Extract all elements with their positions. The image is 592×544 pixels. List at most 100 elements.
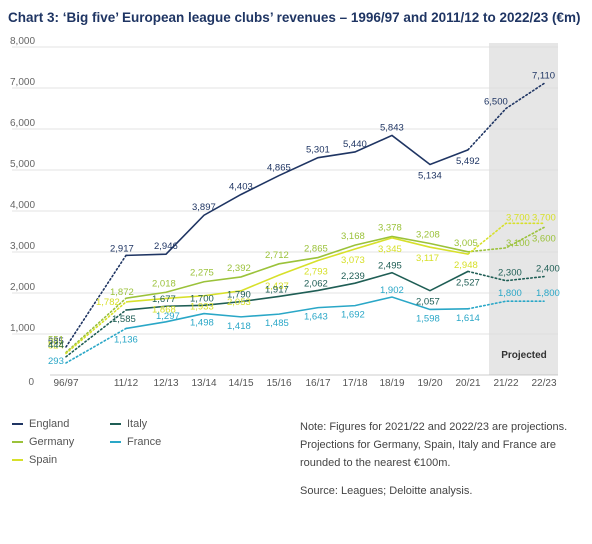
data-label-spain: 2,053 bbox=[227, 297, 251, 308]
y-tick-label: 7,000 bbox=[10, 77, 35, 88]
legend-label-spain: Spain bbox=[29, 454, 58, 466]
legend-swatch-spain bbox=[12, 459, 23, 461]
y-tick-label: 4,000 bbox=[10, 200, 35, 211]
data-label-england: 5,440 bbox=[343, 139, 367, 150]
data-label-germany: 2,865 bbox=[304, 244, 328, 255]
data-label-france: 1,614 bbox=[456, 313, 480, 324]
projected-band bbox=[489, 43, 558, 375]
data-label-spain: 3,117 bbox=[416, 253, 439, 264]
data-label-spain: 1,933 bbox=[190, 302, 214, 313]
x-tick-label: 17/18 bbox=[342, 378, 367, 389]
projected-label: Projected bbox=[501, 350, 547, 361]
data-label-spain: 3,700 bbox=[506, 212, 530, 223]
data-label-spain: 3,345 bbox=[378, 244, 402, 255]
line-chart: Projected 0 1,000 2,000 3,000 4,000 5,000 6,000… bbox=[10, 36, 560, 389]
data-label-germany: 2,392 bbox=[227, 263, 251, 274]
data-label-france: 1,902 bbox=[380, 285, 404, 296]
data-label-england: 6,500 bbox=[484, 97, 508, 108]
data-label-spain: 2,437 bbox=[265, 281, 289, 292]
series-line-england-gap bbox=[65, 254, 127, 348]
x-tick-label: 18/19 bbox=[379, 378, 404, 389]
data-label-germany: 3,168 bbox=[341, 231, 365, 242]
data-label-italy: 2,495 bbox=[378, 261, 402, 272]
source-note: Source: Leagues; Deloitte analysis. bbox=[300, 485, 473, 497]
series-line-italy-projected bbox=[467, 270, 545, 282]
data-label-italy: 1,677 bbox=[152, 294, 176, 305]
data-label-germany: 2,018 bbox=[152, 278, 176, 289]
series-line-spain bbox=[125, 237, 469, 303]
legend-swatch-france bbox=[110, 441, 121, 443]
data-label-france: 1,485 bbox=[265, 318, 289, 329]
x-tick-label: 13/14 bbox=[191, 378, 216, 389]
data-label-france: 1,800 bbox=[498, 288, 522, 299]
data-label-spain: 1,782 bbox=[96, 297, 120, 308]
data-label-england: 5,134 bbox=[418, 171, 442, 182]
data-label-spain: 3,073 bbox=[341, 255, 365, 266]
data-label-italy: 2,239 bbox=[341, 271, 365, 282]
legend-item-spain: Spain bbox=[12, 454, 57, 466]
data-label-spain: 1,868 bbox=[152, 304, 176, 315]
data-label-italy: 2,400 bbox=[536, 264, 560, 275]
data-label-italy: 1,700 bbox=[190, 293, 214, 304]
data-label-spain: 2,793 bbox=[304, 266, 328, 277]
data-label-france: 1,418 bbox=[227, 321, 251, 332]
data-label-england: 5,843 bbox=[380, 122, 404, 133]
series-line-italy bbox=[125, 270, 469, 311]
data-label-italy: 2,300 bbox=[498, 268, 522, 279]
series-line-spain-gap bbox=[65, 301, 127, 355]
series-line-germany bbox=[125, 235, 469, 300]
data-label-germany: 2,712 bbox=[265, 250, 289, 261]
series-line-france-projected bbox=[467, 300, 545, 310]
data-label-france: 1,297 bbox=[156, 311, 180, 322]
series-line-germany-gap bbox=[65, 297, 127, 354]
data-label-germany: 3,378 bbox=[378, 223, 402, 234]
x-tick-label: 16/17 bbox=[305, 378, 330, 389]
projection-note: Note: Figures for 2021/22 and 2022/23 ar… bbox=[300, 421, 568, 469]
y-tick-label: 0 bbox=[28, 377, 34, 388]
series-line-germany-projected bbox=[467, 226, 545, 253]
y-tick-label: 5,000 bbox=[10, 159, 35, 170]
data-label-england: 5,492 bbox=[456, 156, 480, 167]
data-label-spain: 2,948 bbox=[454, 260, 478, 271]
data-label-france: 1,136 bbox=[114, 334, 138, 345]
legend-swatch-italy bbox=[110, 423, 121, 425]
x-tick-label: 11/12 bbox=[114, 378, 139, 389]
legend-label-england: England bbox=[29, 418, 70, 430]
x-tick-label: 21/22 bbox=[493, 378, 518, 389]
data-label-france: 1,800 bbox=[536, 288, 560, 299]
y-tick-label: 1,000 bbox=[10, 323, 35, 334]
y-tick-label: 3,000 bbox=[10, 241, 35, 252]
legend-swatch-germany bbox=[12, 441, 23, 443]
chart-notes: Note: Figures for 2021/22 and 2022/23 ar… bbox=[300, 418, 585, 500]
data-label-spain: 3,700 bbox=[532, 212, 556, 223]
data-label-england: 685 bbox=[48, 336, 64, 347]
legend-item-italy: Italy bbox=[110, 418, 147, 430]
data-label-italy: 1,917 bbox=[265, 284, 289, 295]
series-line-england bbox=[125, 134, 469, 257]
chart-title: Chart 3: ‘Big five’ European league club… bbox=[8, 10, 581, 25]
data-label-england: 2,917 bbox=[110, 243, 134, 254]
data-label-germany: 551 bbox=[48, 334, 64, 345]
data-label-england: 2,946 bbox=[154, 241, 178, 252]
data-label-italy: 2,057 bbox=[416, 297, 440, 308]
x-tick-label: 14/15 bbox=[228, 378, 253, 389]
x-tick-label: 22/23 bbox=[531, 378, 556, 389]
x-tick-label: 19/20 bbox=[417, 378, 442, 389]
legend-item-france: France bbox=[110, 436, 161, 448]
data-label-france: 1,498 bbox=[190, 318, 214, 329]
data-label-germany: 3,005 bbox=[454, 238, 478, 249]
series-line-france-gap bbox=[65, 327, 127, 364]
data-label-england: 4,403 bbox=[229, 181, 253, 192]
data-label-england: 3,897 bbox=[192, 202, 216, 213]
data-label-germany: 3,100 bbox=[506, 238, 530, 249]
legend-swatch-england bbox=[12, 423, 23, 425]
data-label-france: 1,692 bbox=[341, 310, 365, 321]
data-label-italy: 1,585 bbox=[112, 314, 136, 325]
y-tick-label: 8,000 bbox=[10, 36, 35, 47]
data-label-germany: 3,600 bbox=[532, 233, 556, 244]
data-label-england: 4,865 bbox=[267, 163, 291, 174]
y-tick-label: 2,000 bbox=[10, 282, 35, 293]
series-line-france bbox=[125, 296, 469, 330]
x-tick-label: 20/21 bbox=[455, 378, 480, 389]
data-label-germany: 2,275 bbox=[190, 268, 214, 279]
